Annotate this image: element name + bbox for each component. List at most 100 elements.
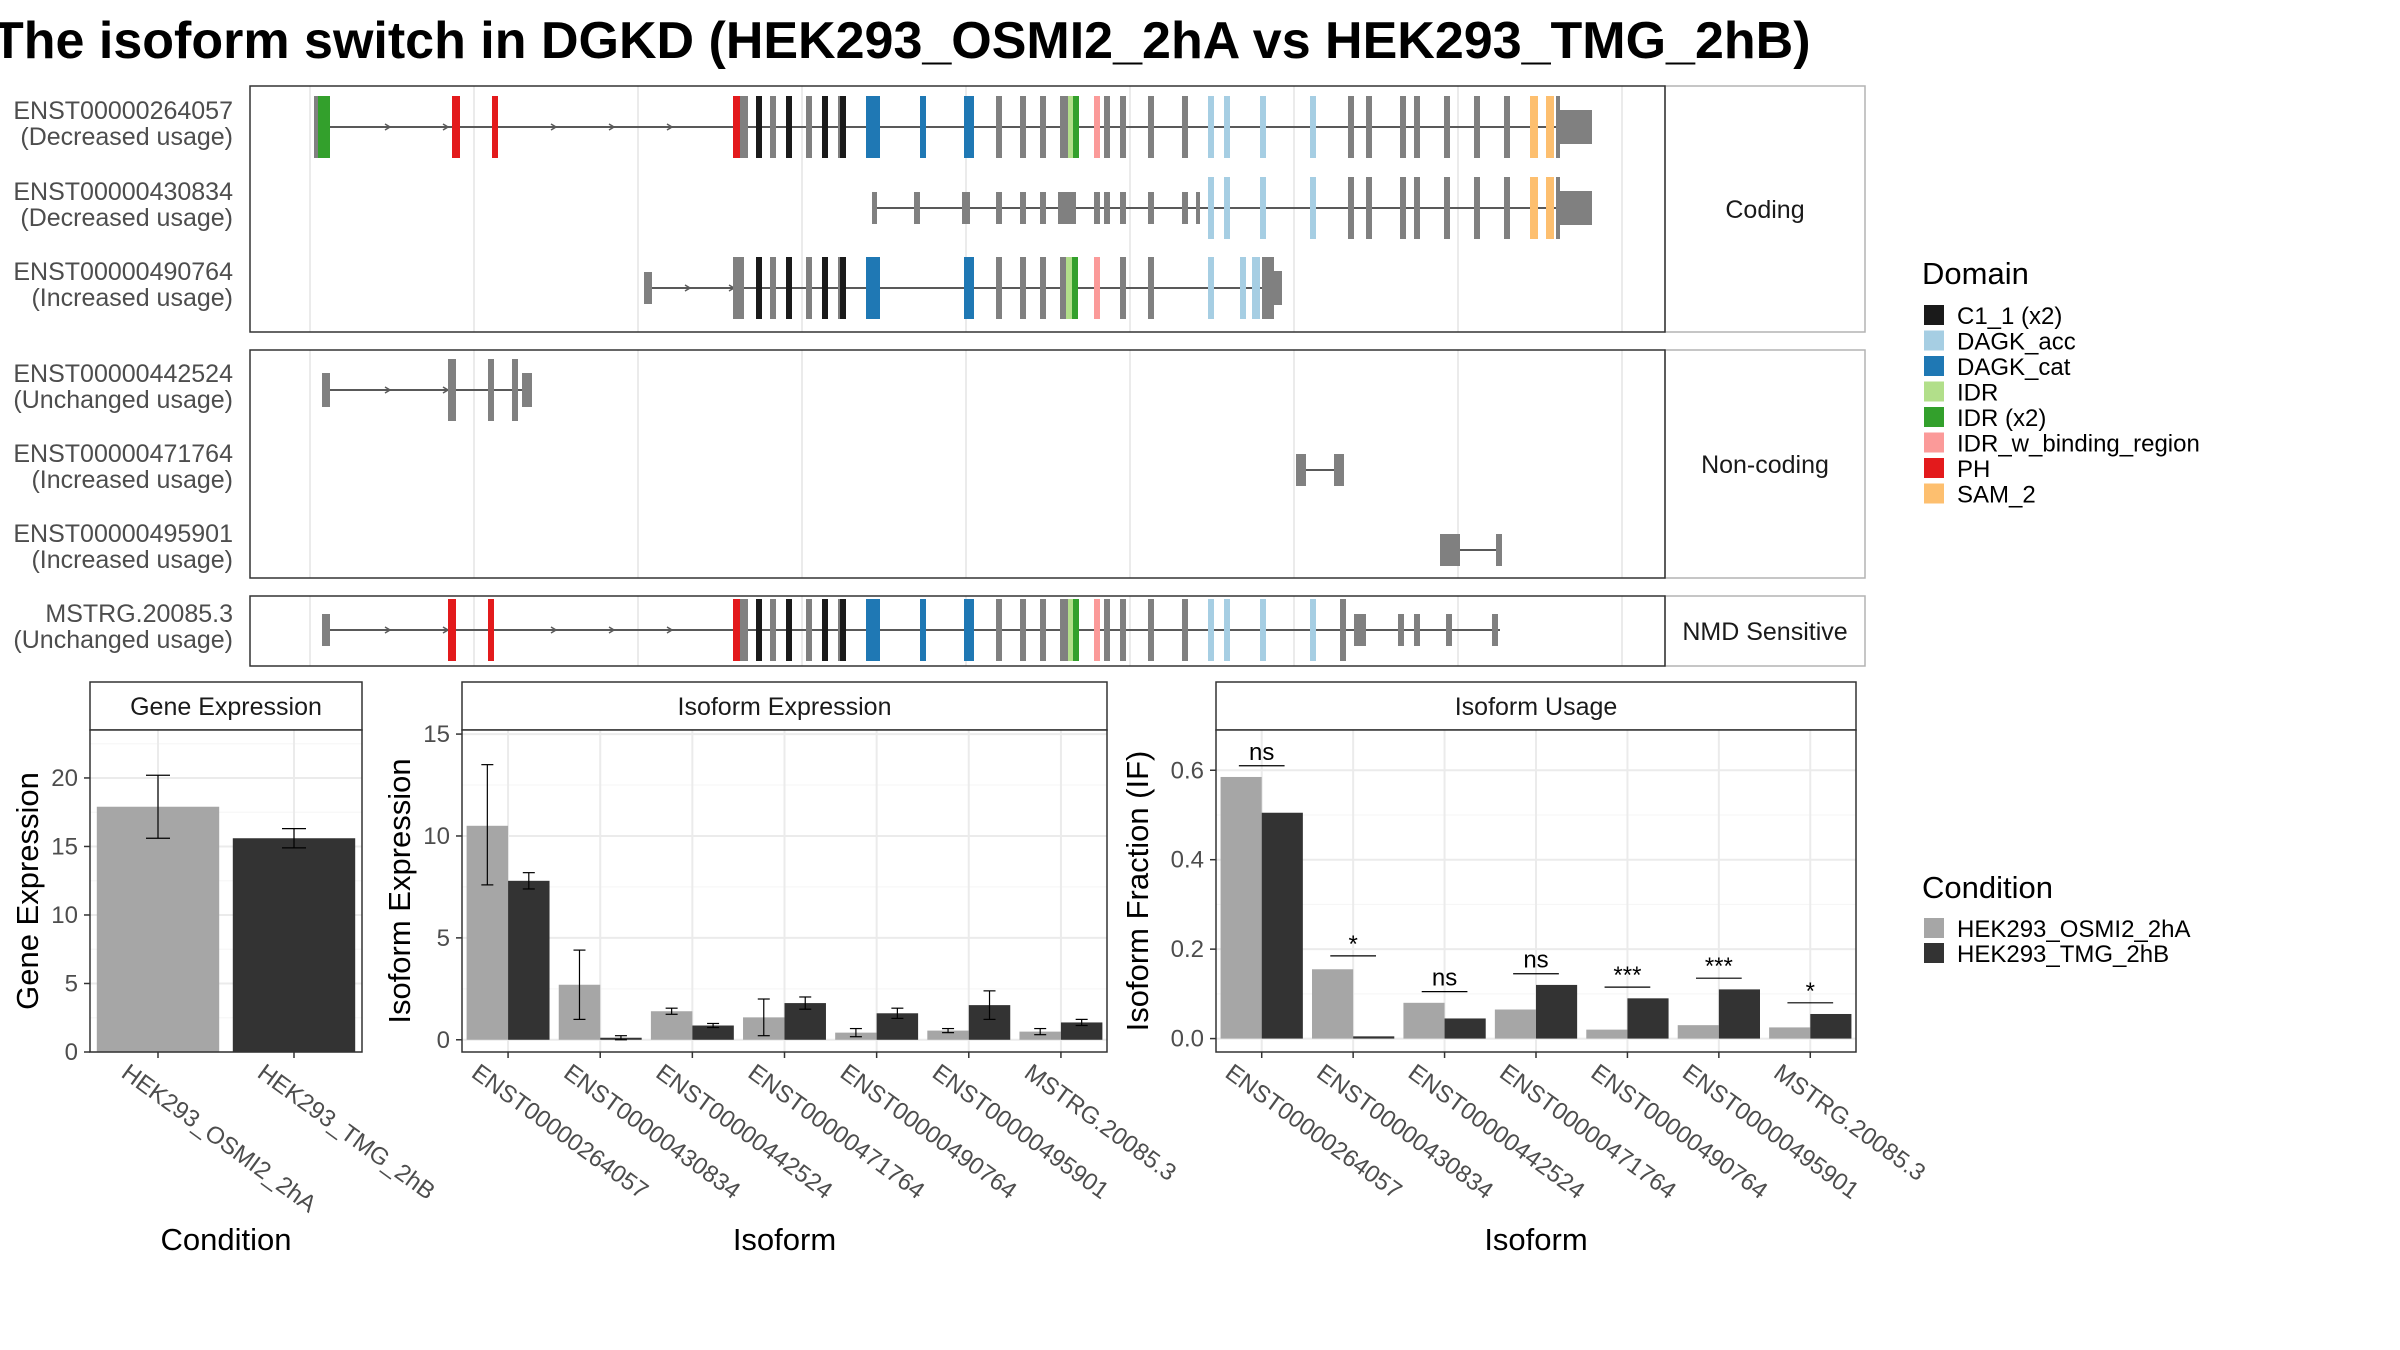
- exon-block: [840, 599, 846, 661]
- bar: [1261, 812, 1303, 1039]
- legend-item-label: DAGK_cat: [1957, 354, 2071, 381]
- exon-block: [1040, 192, 1046, 224]
- exon-block: [1040, 257, 1046, 319]
- exon-block: [872, 192, 877, 224]
- panel-strip: [1664, 595, 1866, 667]
- exon-block: [806, 257, 812, 319]
- panel-strip-label: Coding: [1725, 196, 1804, 224]
- legend-item-label: IDR (x2): [1957, 405, 2046, 432]
- exon-block: [1120, 96, 1126, 158]
- significance-label: ns: [1249, 739, 1274, 766]
- exon-block: [786, 257, 792, 319]
- chart-title: Isoform Expression: [678, 693, 892, 721]
- exon-block: [1020, 599, 1026, 661]
- significance-label: *: [1806, 978, 1815, 1005]
- exon-block: [1414, 96, 1420, 158]
- bar: [1019, 1031, 1061, 1040]
- legend-item-label: HEK293_OSMI2_2hA: [1957, 916, 2190, 943]
- transcript-id-label: ENST00000430834: [13, 178, 233, 206]
- strand-arrow: [384, 386, 392, 394]
- exon-block: [1020, 257, 1026, 319]
- panel-border: [249, 595, 1666, 667]
- y-tick-label: 0.2: [1171, 936, 1204, 963]
- exon-block: [996, 192, 1002, 224]
- legend-item-label: PH: [1957, 456, 1990, 483]
- transcript-id-label: ENST00000490764: [13, 258, 233, 286]
- exon-block: [770, 257, 776, 319]
- exon-block: [1094, 257, 1100, 319]
- y-tick-label: 0.6: [1171, 757, 1204, 784]
- exon-block: [1414, 177, 1420, 239]
- exon-block: [1546, 177, 1554, 239]
- legend-title: Domain: [1922, 256, 2029, 291]
- exon-block: [1492, 614, 1498, 646]
- panel-strip: [1664, 85, 1866, 333]
- exon-block: [1560, 191, 1592, 225]
- bar: [1353, 1036, 1395, 1039]
- exon-block: [840, 96, 846, 158]
- exon-block: [1530, 96, 1538, 158]
- transcript-ENST00000490764: [644, 257, 1282, 319]
- exon-block: [964, 96, 974, 158]
- chart-strip: [461, 681, 1108, 731]
- exon-block: [1260, 96, 1266, 158]
- exon-block: [1094, 192, 1100, 224]
- transcript-ENST00000430834: [872, 177, 1592, 239]
- exon-block: [1148, 599, 1154, 661]
- exon-block: [996, 599, 1002, 661]
- y-tick-label: 5: [437, 925, 450, 952]
- transcript-id-label: ENST00000442524: [13, 360, 233, 388]
- bar: [1810, 1013, 1852, 1039]
- exon-block: [452, 96, 460, 158]
- bar: [1312, 969, 1354, 1039]
- bar: [650, 1011, 693, 1040]
- transcript-panel-1: Non-coding ENST00000442524(Unchanged usag…: [13, 349, 1866, 579]
- strand-arrow: [550, 626, 558, 634]
- legend-swatch: [1924, 381, 1944, 402]
- exon-block: [1120, 599, 1126, 661]
- chart-strip: [1215, 681, 1857, 731]
- transcript-usage-label: (Increased usage): [31, 284, 233, 312]
- exon-block: [866, 96, 880, 158]
- exon-block: [1148, 257, 1154, 319]
- exon-block: [1274, 271, 1282, 305]
- exon-block: [1208, 257, 1214, 319]
- exon-block: [1224, 96, 1230, 158]
- y-tick-label: 15: [51, 833, 78, 860]
- legend-swatch: [1924, 305, 1944, 325]
- exon-block: [920, 96, 926, 158]
- exon-block: [1296, 454, 1306, 486]
- exon-block: [786, 599, 792, 661]
- exon-block: [1148, 192, 1154, 224]
- legend-swatch: [1924, 432, 1944, 453]
- exon-block: [1546, 96, 1554, 158]
- y-axis-title: Isoform Expression: [382, 758, 417, 1023]
- bar: [1220, 776, 1262, 1039]
- exon-block: [1334, 454, 1344, 486]
- exon-block: [1094, 96, 1100, 158]
- exon-block: [1260, 599, 1266, 661]
- exon-block: [822, 599, 828, 661]
- exon-block: [770, 599, 776, 661]
- exon-block: [740, 257, 744, 319]
- transcript-ENST00000495901: [1440, 534, 1502, 566]
- bar: [692, 1025, 734, 1040]
- exon-block: [1120, 192, 1126, 224]
- exon-block: [1440, 534, 1460, 566]
- exon-block: [733, 257, 741, 319]
- bar: [1627, 998, 1669, 1039]
- exon-block: [920, 599, 926, 661]
- x-tick-label: MSTRG.20085.3: [1769, 1059, 1931, 1187]
- transcript-usage-label: (Unchanged usage): [13, 626, 233, 654]
- significance-label: ***: [1613, 962, 1641, 989]
- page-title: The isoform switch in DGKD (HEK293_OSMI2…: [0, 12, 1811, 70]
- exon-block: [1474, 96, 1480, 158]
- exon-block: [322, 373, 330, 407]
- significance-label: ***: [1705, 953, 1733, 980]
- transcript-id-label: ENST00000264057: [13, 97, 233, 125]
- panel-background: [250, 350, 1665, 578]
- exon-block: [1398, 614, 1404, 646]
